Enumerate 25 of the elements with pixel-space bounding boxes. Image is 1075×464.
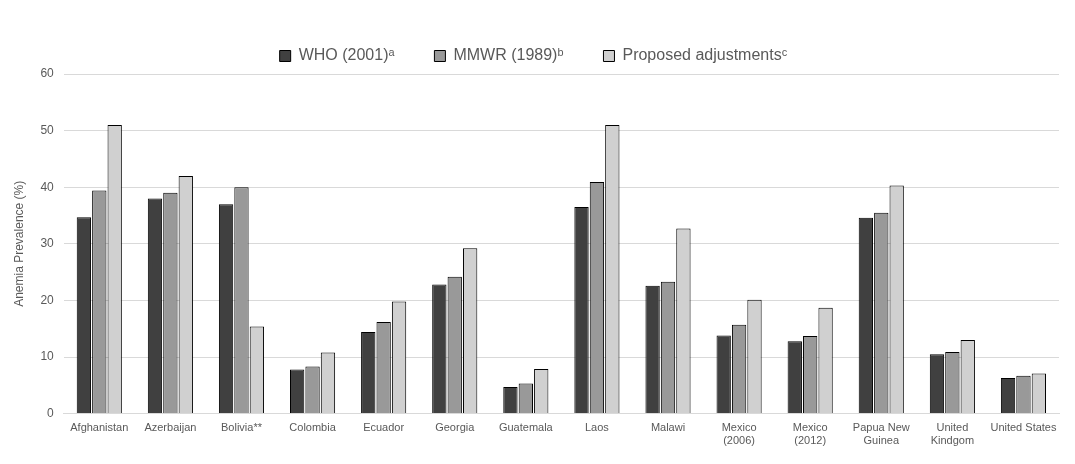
x-tick-label: United Kindgom — [930, 421, 975, 447]
x-tick-label: Afghanistan — [70, 421, 129, 434]
x-tick-label: Mexico (2012) — [792, 421, 828, 447]
x-tick-label: United States — [990, 421, 1057, 434]
x-tick-label: Georgia — [435, 421, 476, 434]
x-tick-label: Bolivia** — [220, 421, 263, 434]
y-tick-label: 30 — [40, 236, 55, 251]
y-tick-label: 60 — [40, 66, 55, 81]
x-tick-label: Malawi — [650, 421, 686, 434]
y-tick-label: 50 — [40, 122, 55, 137]
x-tick-label: Papua New Guinea — [852, 421, 910, 447]
y-tick-label: 40 — [40, 179, 55, 194]
legend-label: Proposed adjustmentsᶜ — [622, 46, 788, 64]
x-tick-label: Colombia — [289, 421, 337, 434]
y-tick-label: 10 — [40, 349, 55, 364]
x-tick-label: Mexico (2006) — [721, 421, 757, 447]
x-tick-label: Guatemala — [498, 421, 554, 434]
legend-label: MMWR (1989)ᵇ — [453, 46, 564, 64]
legend-label: WHO (2001)ᵃ — [298, 46, 396, 64]
y-axis-title: Anemia Prevalence (%) — [11, 180, 26, 307]
x-tick-label: Azerbaijan — [144, 421, 197, 434]
x-tick-label: Ecuador — [363, 421, 405, 434]
y-tick-label: 0 — [47, 405, 55, 420]
y-tick-label: 20 — [40, 292, 55, 307]
x-tick-label: Laos — [584, 421, 610, 434]
